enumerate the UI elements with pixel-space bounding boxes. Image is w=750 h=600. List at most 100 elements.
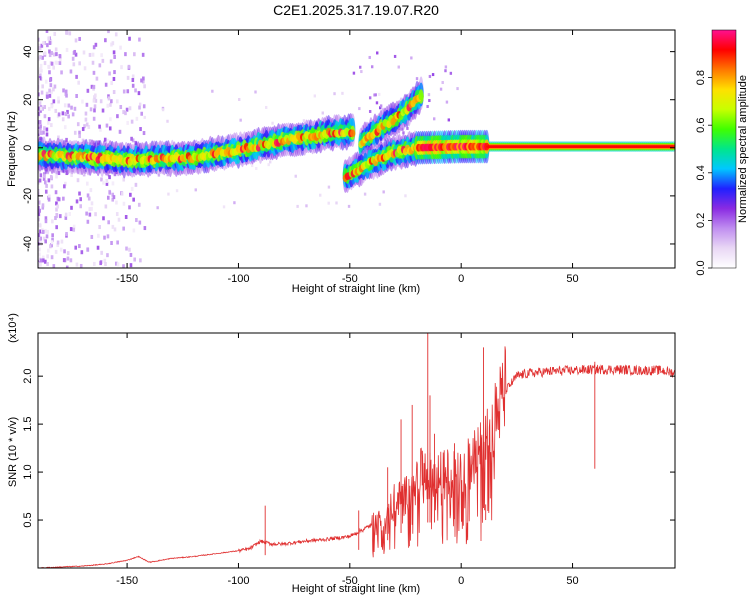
noise-cell (239, 118, 242, 122)
noise-cell (107, 94, 110, 99)
noise-cell (82, 172, 86, 177)
noise-cell (78, 244, 81, 249)
noise-cell (54, 47, 58, 52)
noise-cell (89, 107, 93, 112)
noise-cell (76, 178, 80, 183)
noise-cell (129, 192, 132, 197)
colorbar-frame (711, 29, 737, 269)
noise-cell (368, 109, 372, 113)
noise-cell (56, 204, 59, 209)
noise-cell (433, 117, 436, 121)
noise-cell (87, 196, 91, 201)
noise-cell (72, 227, 76, 232)
noise-cell (105, 181, 109, 186)
noise-cell (341, 91, 344, 95)
y-tick-label: 0 (22, 145, 34, 151)
noise-cell (51, 233, 54, 238)
noise-cell (47, 64, 50, 69)
noise-cell (65, 171, 69, 176)
noise-cell (38, 125, 40, 130)
noise-cell (108, 175, 111, 180)
noise-cell (45, 132, 49, 137)
noise-cell (38, 129, 41, 134)
noise-cell (56, 196, 60, 201)
noise-cell (65, 30, 69, 35)
noise-cell (94, 93, 97, 98)
snr-frame (37, 332, 676, 569)
noise-cell (92, 98, 96, 103)
noise-cell (85, 211, 88, 216)
noise-cell (39, 258, 43, 263)
noise-cell (58, 54, 62, 59)
noise-cell (97, 140, 100, 145)
noise-cell (81, 127, 85, 132)
noise-cell (65, 93, 68, 98)
noise-cell (264, 105, 268, 109)
noise-cell (402, 131, 405, 135)
noise-cell (414, 130, 417, 134)
noise-cell (108, 126, 112, 131)
noise-cell (83, 66, 87, 71)
noise-cell (91, 52, 95, 57)
noise-cell (55, 225, 58, 230)
snr-multiplier-label: (x10⁴) (7, 313, 19, 343)
noise-cell (124, 111, 127, 116)
noise-cell (142, 104, 146, 109)
noise-cell (68, 31, 72, 36)
noise-cell (38, 46, 41, 51)
noise-cell (99, 127, 102, 132)
noise-cell (109, 102, 112, 107)
noise-cell (79, 263, 83, 268)
noise-cell (74, 38, 78, 43)
noise-cell (44, 79, 48, 84)
noise-cell (94, 212, 97, 217)
noise-cell (375, 101, 379, 105)
noise-cell (42, 236, 46, 241)
noise-cell (86, 181, 89, 186)
noise-cell (113, 70, 116, 75)
noise-cell (113, 54, 116, 59)
noise-cell (44, 189, 48, 194)
noise-cell (44, 259, 47, 264)
noise-cell (50, 184, 54, 189)
noise-cell (38, 106, 40, 111)
noise-cell (444, 69, 447, 73)
noise-cell (271, 121, 274, 125)
noise-cell (93, 261, 96, 266)
noise-cell (102, 180, 105, 185)
noise-cell (76, 122, 80, 127)
noise-cell (130, 119, 134, 124)
noise-cell (57, 112, 61, 117)
x-tick-label: -50 (342, 575, 358, 587)
noise-cell (45, 127, 49, 132)
noise-cell (44, 216, 48, 221)
noise-cell (370, 65, 374, 69)
noise-cell (139, 258, 142, 263)
noise-cell (55, 207, 58, 212)
noise-cell (59, 214, 62, 219)
noise-cell (130, 136, 133, 141)
noise-cell (358, 107, 361, 111)
noise-cell (131, 83, 135, 88)
noise-cell (85, 122, 89, 127)
noise-cell (47, 36, 50, 41)
noise-cell (57, 171, 61, 176)
noise-cell (133, 257, 136, 262)
noise-cell (70, 105, 73, 110)
noise-cell (38, 189, 40, 194)
noise-cell (327, 185, 331, 189)
x-tick-label: 0 (458, 273, 464, 285)
noise-cell (108, 190, 112, 195)
noise-cell (132, 197, 135, 202)
noise-cell (64, 215, 68, 220)
noise-cell (87, 124, 91, 129)
ridge-main-ridge (38, 112, 356, 179)
noise-cell (115, 200, 118, 205)
noise-cell (41, 55, 44, 60)
noise-cell (305, 204, 308, 208)
noise-cell (107, 96, 111, 101)
noise-cell (48, 41, 52, 46)
y-tick-label: 2.0 (22, 369, 34, 384)
noise-cell (118, 129, 122, 134)
noise-cell (122, 110, 125, 115)
